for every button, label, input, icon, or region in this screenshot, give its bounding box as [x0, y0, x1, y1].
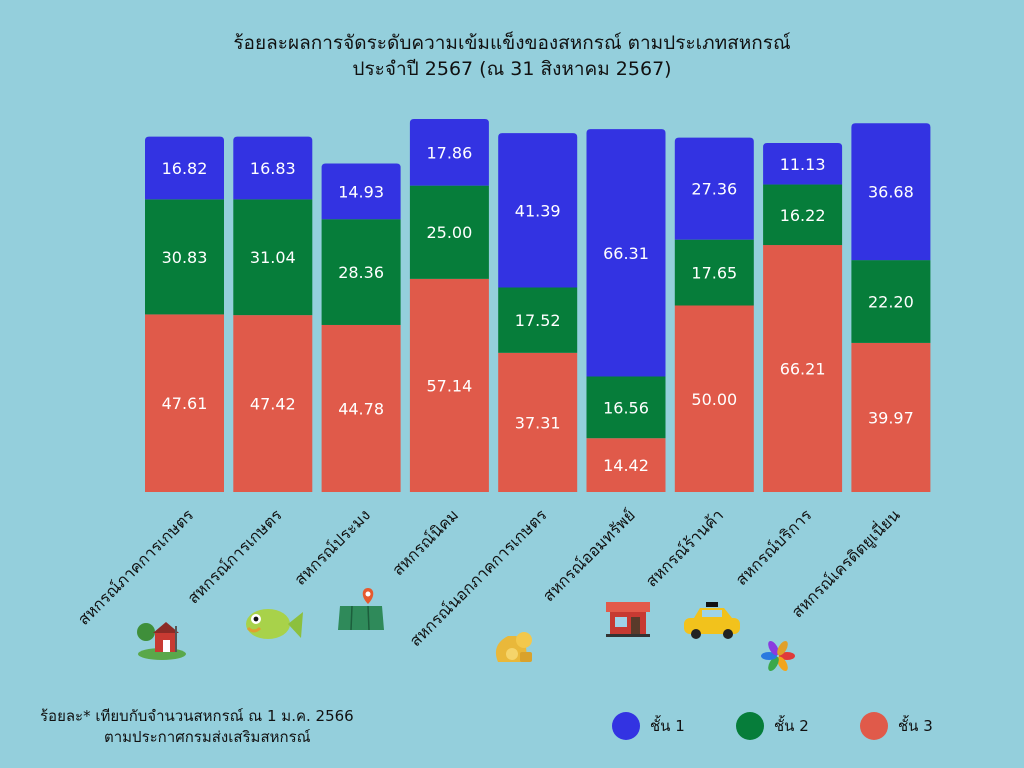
bar-segment-tier-1-4	[498, 133, 578, 288]
data-label-tier-1-0: 16.82	[162, 159, 208, 178]
category-label-3: สหกรณ์นิคม	[388, 505, 462, 579]
taxi-icon	[684, 602, 740, 639]
bar-segment-tier-1-6	[674, 137, 754, 240]
chart-title-line-2: ประจำปี 2567 (ณ 31 สิงหาคม 2567)	[352, 58, 672, 80]
bar-segment-tier-2-0	[145, 199, 224, 315]
data-label-tier-3-6: 50.00	[691, 390, 737, 409]
bar-segment-tier-2-3	[409, 185, 489, 279]
legend-label-tier-1: ชั้น 1	[650, 717, 685, 735]
data-label-tier-3-1: 47.42	[250, 395, 296, 414]
bar-segment-tier-3-3	[409, 278, 489, 492]
data-label-tier-2-0: 30.83	[162, 248, 208, 267]
data-label-tier-1-8: 36.68	[868, 183, 914, 202]
data-label-tier-1-6: 27.36	[691, 180, 737, 199]
data-label-tier-3-7: 66.21	[780, 360, 826, 379]
legend-item-tier-1: ชั้น 1	[612, 712, 685, 740]
legend-item-tier-2: ชั้น 2	[736, 712, 809, 740]
bar-segment-tier-1-5	[586, 129, 666, 377]
category-label-7: สหกรณ์บริการ	[732, 505, 816, 589]
shop-icon	[606, 602, 650, 637]
legend: ชั้น 1 ชั้น 2 ชั้น 3	[0, 712, 1024, 752]
bar-segment-tier-1-7	[763, 143, 843, 185]
data-label-tier-2-6: 17.65	[691, 264, 737, 283]
bar-segment-tier-3-0	[145, 314, 224, 492]
data-label-tier-2-5: 16.56	[603, 398, 649, 417]
farm-barn-icon	[137, 622, 186, 660]
bar-segment-tier-1-0	[145, 136, 224, 200]
legend-swatch-tier-1	[612, 712, 640, 740]
bar-segment-tier-3-1	[233, 315, 313, 492]
legend-swatch-tier-3	[860, 712, 888, 740]
bar-segment-tier-2-7	[763, 184, 843, 246]
stacked-bar-chart: 47.61 30.83 16.82 สหกรณ์ภาคการเกษตร 47.42 31.…	[74, 119, 931, 672]
bar-segment-tier-3-6	[674, 305, 754, 492]
bar-segment-tier-2-4	[498, 287, 578, 353]
bar-segment-tier-2-5	[586, 376, 666, 439]
legend-label-tier-2: ชั้น 2	[774, 717, 809, 735]
map-pin-icon	[338, 588, 384, 631]
bar-segment-tier-1-3	[409, 119, 489, 186]
category-label-6: สหกรณ์ร้านค้า	[642, 505, 727, 590]
data-label-tier-1-5: 66.31	[603, 244, 649, 263]
data-label-tier-3-8: 39.97	[868, 408, 914, 427]
chart-title: ร้อยละผลการจัดระดับความเข้มแข็งของสหกรณ์…	[0, 30, 1024, 82]
category-label-2: สหกรณ์ประมง	[290, 505, 374, 589]
data-label-tier-1-1: 16.83	[250, 159, 296, 178]
fish-icon	[246, 609, 303, 639]
footnote-line-2: ตามประกาศกรมส่งเสริมสหกรณ์	[104, 728, 311, 746]
bar-segment-tier-2-8	[851, 260, 931, 343]
credit-union-logo-icon	[761, 640, 795, 672]
bar-segment-tier-3-5	[586, 438, 666, 492]
data-label-tier-2-3: 25.00	[426, 223, 472, 242]
data-label-tier-1-7: 11.13	[780, 155, 826, 174]
data-label-tier-1-2: 14.93	[338, 182, 384, 201]
bar-segment-tier-3-4	[498, 352, 578, 492]
footnote-line-1: ร้อยละ* เทียบกับจำนวนสหกรณ์ ณ 1 ม.ค. 256…	[40, 707, 354, 725]
bar-segment-tier-1-8	[851, 123, 931, 261]
coin-bag-icon	[495, 632, 532, 662]
legend-label-tier-3: ชั้น 3	[898, 717, 933, 735]
data-label-tier-2-2: 28.36	[338, 263, 384, 282]
bar-segment-tier-2-1	[233, 199, 313, 316]
data-label-tier-3-2: 44.78	[338, 399, 384, 418]
data-label-tier-3-3: 57.14	[426, 376, 472, 395]
bar-segment-tier-2-2	[321, 219, 401, 325]
footnote: ร้อยละ* เทียบกับจำนวนสหกรณ์ ณ 1 ม.ค. 256…	[40, 706, 354, 748]
bar-segment-tier-1-2	[321, 163, 401, 220]
data-label-tier-1-3: 17.86	[426, 143, 472, 162]
data-label-tier-1-4: 41.39	[515, 201, 561, 220]
bar-segment-tier-3-8	[851, 342, 931, 492]
category-label-0: สหกรณ์ภาคการเกษตร	[74, 505, 198, 629]
data-label-tier-2-7: 16.22	[780, 206, 826, 225]
legend-item-tier-3: ชั้น 3	[860, 712, 933, 740]
data-label-tier-3-5: 14.42	[603, 456, 649, 475]
category-label-1: สหกรณ์การเกษตร	[184, 505, 286, 607]
data-label-tier-3-4: 37.31	[515, 413, 561, 432]
data-label-tier-2-1: 31.04	[250, 248, 296, 267]
bar-segment-tier-2-6	[674, 239, 754, 306]
chart-title-line-1: ร้อยละผลการจัดระดับความเข้มแข็งของสหกรณ์…	[233, 32, 791, 54]
data-label-tier-3-0: 47.61	[162, 394, 208, 413]
bar-segment-tier-1-1	[233, 136, 313, 200]
data-label-tier-2-4: 17.52	[515, 311, 561, 330]
data-label-tier-2-8: 22.20	[868, 293, 914, 312]
category-label-5: สหกรณ์ออมทรัพย์	[539, 505, 639, 605]
bar-segment-tier-3-7	[763, 245, 843, 492]
legend-swatch-tier-2	[736, 712, 764, 740]
bar-segment-tier-3-2	[321, 324, 401, 492]
